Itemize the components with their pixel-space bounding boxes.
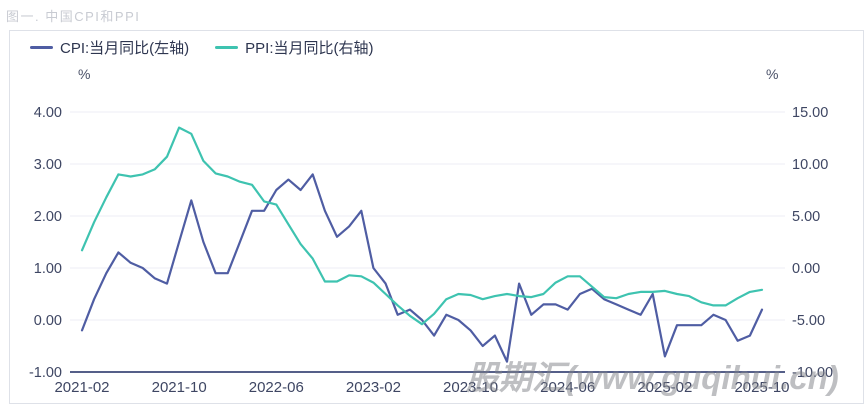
left-axis-tick: 2.00 bbox=[34, 209, 62, 225]
ppi-line bbox=[80, 126, 764, 326]
left-axis-tick: 1.00 bbox=[34, 261, 62, 277]
x-axis-label: 2023-02 bbox=[346, 379, 401, 396]
left-axis-unit-label: % bbox=[78, 66, 91, 82]
cpi-line bbox=[80, 173, 764, 363]
x-axis-label: 2023-10 bbox=[443, 379, 498, 396]
legend-item-label: PPI:当月同比(右轴) bbox=[245, 40, 374, 57]
right-axis-tick: 0.00 bbox=[792, 261, 820, 277]
chart-container bbox=[9, 30, 864, 404]
legend: CPI:当月同比(左轴) PPI:当月同比(右轴) bbox=[30, 37, 374, 58]
legend-item-ppi[interactable]: PPI:当月同比(右轴) bbox=[215, 37, 374, 58]
left-axis-tick: -1.00 bbox=[29, 365, 62, 381]
legend-swatch bbox=[30, 46, 53, 49]
left-axis-tick: 4.00 bbox=[34, 105, 62, 121]
legend-swatch bbox=[215, 46, 239, 49]
right-axis-tick: -5.00 bbox=[792, 313, 825, 329]
x-axis-label: 2025-10 bbox=[734, 379, 789, 396]
figure-title: 图一. 中国CPI和PPI bbox=[6, 9, 141, 24]
right-axis-tick: 10.00 bbox=[792, 157, 828, 173]
x-axis-label: 2022-06 bbox=[249, 379, 304, 396]
legend-item-cpi[interactable]: CPI:当月同比(左轴) bbox=[30, 37, 189, 58]
right-axis-tick: -10.00 bbox=[792, 365, 833, 381]
x-axis-label: 2024-06 bbox=[540, 379, 595, 396]
x-axis-label: 2021-10 bbox=[152, 379, 207, 396]
left-axis-tick: 0.00 bbox=[34, 313, 62, 329]
right-axis-unit-label: % bbox=[766, 66, 779, 82]
left-axis-tick: 3.00 bbox=[34, 157, 62, 173]
right-axis-tick: 15.00 bbox=[792, 105, 828, 121]
right-axis-tick: 5.00 bbox=[792, 209, 820, 225]
x-axis-label: 2025-02 bbox=[637, 379, 692, 396]
x-axis-label: 2021-02 bbox=[54, 379, 109, 396]
legend-item-label: CPI:当月同比(左轴) bbox=[60, 40, 190, 57]
